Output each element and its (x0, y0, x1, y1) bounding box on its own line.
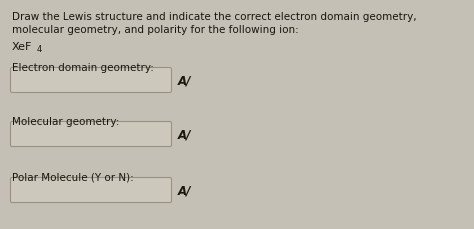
Text: Electron domain geometry:: Electron domain geometry: (12, 63, 154, 73)
FancyBboxPatch shape (10, 178, 172, 203)
Text: Draw the Lewis structure and indicate the correct electron domain geometry,: Draw the Lewis structure and indicate th… (12, 12, 417, 22)
FancyBboxPatch shape (10, 68, 172, 93)
Text: Molecular geometry:: Molecular geometry: (12, 117, 119, 126)
Text: XeF: XeF (12, 42, 32, 52)
FancyBboxPatch shape (10, 122, 172, 147)
Text: A/: A/ (178, 184, 191, 197)
Text: molecular geometry, and polarity for the following ion:: molecular geometry, and polarity for the… (12, 25, 299, 35)
Text: 4: 4 (37, 45, 42, 54)
Text: A/: A/ (178, 128, 191, 141)
Text: A/: A/ (178, 74, 191, 87)
Text: Polar Molecule (Y or N):: Polar Molecule (Y or N): (12, 172, 134, 182)
